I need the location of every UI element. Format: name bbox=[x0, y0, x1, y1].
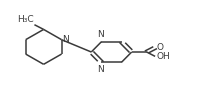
Text: O: O bbox=[156, 43, 163, 52]
Text: N: N bbox=[62, 35, 69, 44]
Text: N: N bbox=[97, 30, 103, 39]
Text: OH: OH bbox=[156, 52, 170, 61]
Text: H₃C: H₃C bbox=[17, 15, 33, 24]
Text: N: N bbox=[97, 65, 103, 74]
